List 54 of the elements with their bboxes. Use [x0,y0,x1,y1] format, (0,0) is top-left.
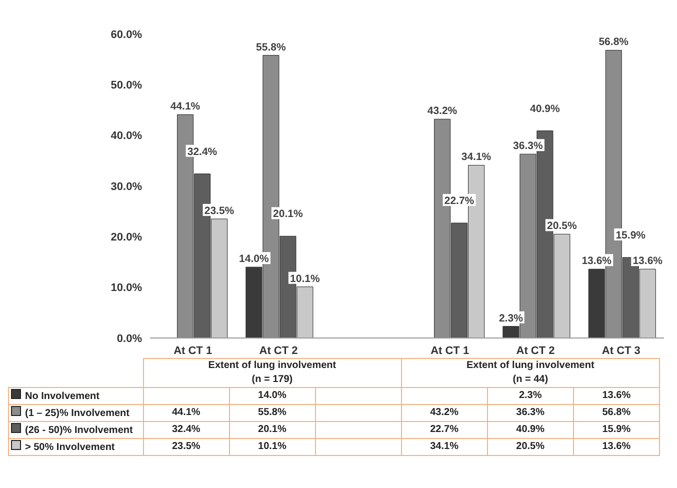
y-tick-label: 0.0% [116,332,142,345]
data-label: 55.8% [229,404,316,422]
x-tick-label: At CT 1 [174,344,212,357]
legend-label: (1 – 25)% Involvement [8,404,144,422]
legend-label: > 50% Involvement [8,438,144,456]
text: 43.2% [427,105,458,118]
legend-label: No Involvement [8,388,144,404]
x-tick-label: At CT 1 [430,344,470,357]
x-tick-label: At CT 2 [516,344,555,357]
text: 36.3% [513,140,543,152]
text: 56.8% [598,36,629,48]
data-label: 15.9% [573,422,660,438]
data-label: 43.2% [401,404,488,422]
y-tick-label: 30.0% [110,180,142,193]
data-label: 32.4% [143,422,230,438]
text: 20.5% [547,220,577,232]
y-tick-label: 60.0% [110,28,142,41]
data-label: 22.7% [401,422,488,438]
data-label: 2.3% [487,388,574,404]
legend-label: (26 - 50)% Involvement [8,422,144,438]
text: 34.1% [461,151,492,164]
data-label: 56.8% [573,404,660,422]
text: 32.4% [187,146,218,158]
data-label: 40.9% [487,422,574,438]
text: 13.6% [582,255,612,268]
text: 40.9% [530,102,560,115]
x-tick-label: At CT 3 [602,344,640,357]
data-label: 10.1% [229,438,316,456]
text: 13.6% [632,255,663,268]
data-label: 13.6% [573,388,660,404]
y-tick-label: 40.0% [110,130,142,142]
data-label: 23.5% [143,438,230,456]
y-tick-label: 10.0% [110,282,142,294]
text: 20.1% [273,208,303,220]
text: 2.3% [498,312,523,324]
text: 15.9% [616,229,646,242]
data-label: 14.0% [229,388,316,404]
data-label: 20.1% [229,422,316,438]
data-label: 36.3% [487,404,574,422]
data-label: 20.5% [487,438,574,456]
text: Extent of lung involvement (n = 44) [401,358,660,388]
text: 22.7% [444,194,474,207]
y-tick-label: 20.0% [110,232,142,244]
y-tick-label: 50.0% [110,80,142,92]
data-label: 34.1% [401,438,488,456]
text: 14.0% [239,253,269,266]
text: 10.1% [290,272,320,285]
text: 23.5% [204,204,234,217]
text: Extent of lung involvement (n = 179) [143,358,402,388]
x-tick-label: At CT 2 [259,344,298,357]
text: 55.8% [256,41,286,54]
data-label: 44.1% [143,404,230,422]
text: 44.1% [170,100,200,113]
data-label: 13.6% [573,438,660,456]
